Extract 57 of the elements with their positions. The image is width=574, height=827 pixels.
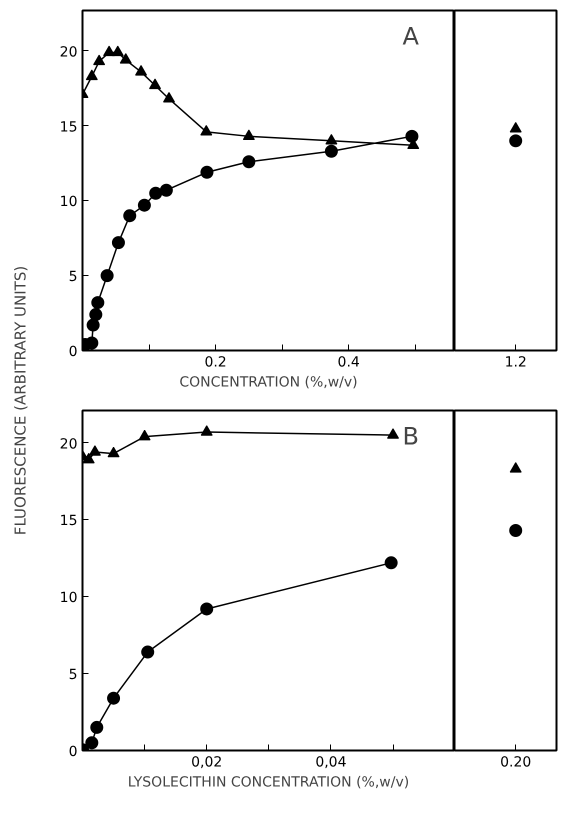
y-tick-label: 5 [68,667,78,684]
point [85,336,98,350]
y-tick-label: 10 [60,590,78,606]
x-tick-label: 0,02 [191,754,222,770]
point [120,53,132,64]
point [200,425,213,436]
point [90,720,104,734]
y-tick-label: 0 [68,344,78,360]
annotation: A [402,22,420,50]
y-tick-label: 0 [68,744,78,760]
y-tick-label: 10 [60,194,78,210]
point [123,209,136,222]
x-tick-label: 0.20 [500,754,532,770]
point [107,692,120,705]
point [112,236,125,250]
point [100,269,114,282]
point [141,646,154,659]
point [405,130,418,143]
point [138,198,151,212]
point [89,308,102,322]
x-tick-label: 0,04 [315,754,347,770]
point [242,155,256,168]
point [387,428,400,439]
x-axis-title: CONCENTRATION (%,w/v) [179,374,358,390]
point [384,556,398,570]
point [138,430,151,440]
point [85,736,98,750]
point [86,318,100,332]
point [135,65,148,76]
x-tick-label: 0.4 [338,354,360,370]
x-tick-label: 1.2 [504,354,527,370]
y-tick-label: 15 [60,513,78,530]
point [93,54,106,66]
point [149,186,162,200]
point [108,446,120,458]
point [112,46,124,56]
point [88,445,101,456]
point [200,124,212,136]
y-axis-title: FLUORESCENCE (ARBITRARY UNITS) [12,266,30,536]
point [200,602,214,616]
y-tick-label: 20 [60,44,78,60]
point [82,452,95,464]
point [200,166,214,179]
point [86,70,98,80]
y-tick-label: 15 [60,119,78,136]
point [163,92,176,103]
point [91,296,104,310]
annotation: B [402,422,419,450]
point [242,129,255,140]
point [149,78,162,90]
x-axis-title: LYSOLECITHIN CONCENTRATION (%,w/v) [128,774,410,790]
x-tick-label: 0.2 [204,354,227,370]
point [325,134,338,144]
point [160,184,173,197]
point [324,144,338,158]
y-tick-label: 5 [68,269,78,286]
y-tick-label: 20 [60,436,78,452]
